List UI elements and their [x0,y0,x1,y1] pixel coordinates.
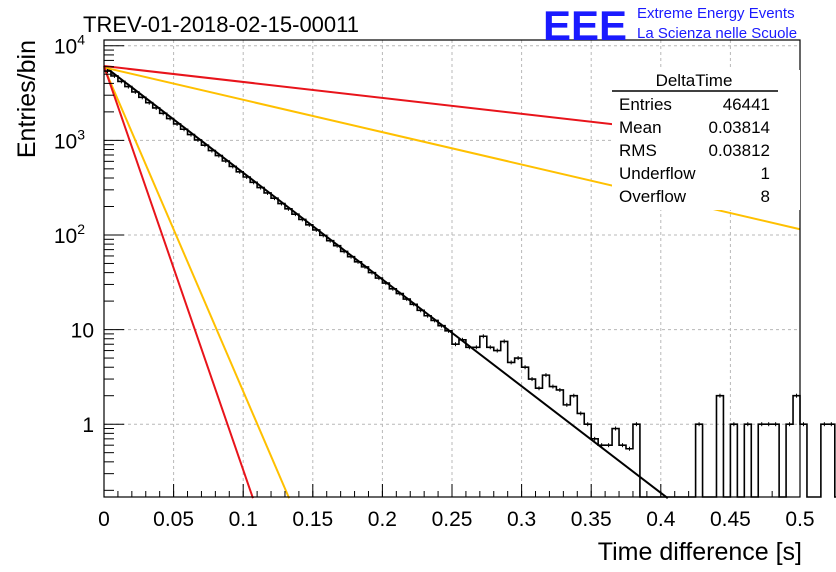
stat-label-overflow: Overflow [619,187,687,206]
y-tick-exponent: 2 [77,221,85,237]
stat-label-entries: Entries [619,95,672,114]
x-tick-label: 0.15 [292,508,333,531]
x-tick-label: 0 [98,508,110,531]
logo-line2: La Scienza nelle Scuole [637,25,797,42]
x-tick-label: 0.45 [710,508,751,531]
y-tick-label: 1 [82,414,94,437]
axis-ticks [103,45,801,497]
x-tick-label: 0.35 [571,508,612,531]
plot-title: TREV-01-2018-02-15-00011 [83,12,359,37]
x-tick-label: 0.4 [646,508,676,531]
y-tick-label: 102 [54,221,85,248]
y-tick-label: 10 [71,320,94,343]
stat-value-rms: 0.03812 [709,141,770,160]
y-tick-exponent: 4 [77,32,85,48]
stat-value-underflow: 1 [761,164,770,183]
stat-value-overflow: 8 [761,187,770,206]
y-tick-label: 104 [54,32,85,59]
fit-line [103,67,291,499]
stats-box: DeltaTime Entries 46441 Mean 0.03814 RMS… [612,70,800,210]
y-tick-label: 103 [54,126,85,153]
x-tick-label: 0.3 [507,508,536,531]
stat-label-underflow: Underflow [619,164,696,183]
stat-value-mean: 0.03814 [709,118,770,137]
stat-value-entries: 46441 [723,95,770,114]
y-tick-base: 10 [54,130,77,153]
fit-line [103,65,254,499]
stats-title: DeltaTime [656,71,733,90]
x-tick-label: 0.05 [153,508,194,531]
stats-box-bg [612,70,800,210]
stat-label-rms: RMS [619,141,657,160]
logo-line1: Extreme Energy Events [637,5,795,22]
eee-logo: EEE Extreme Energy Events La Scienza nel… [543,2,797,49]
x-axis-label: Time difference [s] [598,538,802,566]
histogram [104,69,836,498]
y-tick-base: 10 [54,225,77,248]
x-tick-labels: 0 0.05 0.1 0.15 0.2 0.25 0.3 0.35 0.4 0.45 0.5 [98,508,814,531]
x-tick-label: 0.5 [785,508,814,531]
x-tick-label: 0.2 [368,508,397,531]
stat-label-mean: Mean [619,118,662,137]
grid-lines [104,40,800,497]
y-tick-base: 10 [54,36,77,59]
x-tick-label: 0.1 [229,508,258,531]
eee-logo-mark: EEE [543,2,627,49]
y-tick-exponent: 3 [77,126,85,142]
y-axis-label: Entries/bin [13,40,41,158]
x-tick-label: 0.25 [432,508,473,531]
